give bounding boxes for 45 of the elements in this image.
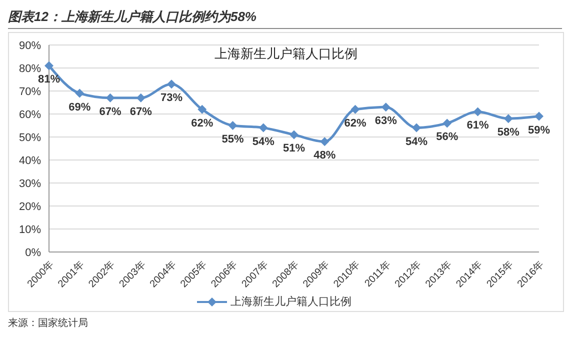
point xyxy=(473,107,482,116)
point xyxy=(412,123,421,132)
point xyxy=(75,88,84,98)
point xyxy=(350,104,360,114)
data-label: 73% xyxy=(160,92,183,104)
y-tick-label: 30% xyxy=(18,178,42,190)
point xyxy=(442,118,452,128)
data-label: 51% xyxy=(282,142,306,155)
data-label: 69% xyxy=(68,101,91,114)
data-label: 62% xyxy=(344,117,366,130)
data-label: 67% xyxy=(130,106,152,118)
chart-title: 图表12：上海新生儿户籍人口比例约为58% xyxy=(8,8,562,29)
data-label: 55% xyxy=(222,134,244,146)
point xyxy=(504,114,513,124)
source-note: 来源：国家统计局 xyxy=(8,316,89,330)
data-label: 58% xyxy=(497,126,520,139)
data-label: 81% xyxy=(38,74,60,86)
point xyxy=(258,123,268,132)
y-tick-label: 50% xyxy=(18,132,42,144)
point xyxy=(320,137,330,146)
data-label: 56% xyxy=(436,131,458,144)
y-tick-label: 40% xyxy=(18,154,42,167)
y-tick-label: 90% xyxy=(18,40,42,52)
data-label: 62% xyxy=(191,117,214,130)
data-label: 54% xyxy=(252,136,275,148)
y-tick-label: 80% xyxy=(18,62,42,75)
data-label: 61% xyxy=(466,120,489,132)
data-label: 48% xyxy=(314,150,336,162)
y-tick-label: 60% xyxy=(18,108,42,121)
point xyxy=(198,104,207,114)
y-tick-label: 10% xyxy=(18,224,42,236)
data-label: 54% xyxy=(405,136,428,148)
legend-label: 上海新生儿户籍人口比例 xyxy=(230,294,352,309)
data-label: 63% xyxy=(374,115,398,128)
point xyxy=(44,61,54,70)
y-tick-label: 70% xyxy=(18,86,42,98)
data-label: 67% xyxy=(99,106,122,118)
point xyxy=(167,80,176,89)
chart-subtitle: 上海新生儿户籍人口比例 xyxy=(214,46,358,61)
point xyxy=(534,112,544,121)
point xyxy=(290,130,298,140)
y-tick-label: 20% xyxy=(18,200,42,213)
data-label: 59% xyxy=(528,124,550,136)
y-tick-label: 0% xyxy=(25,246,42,259)
point xyxy=(228,121,238,130)
